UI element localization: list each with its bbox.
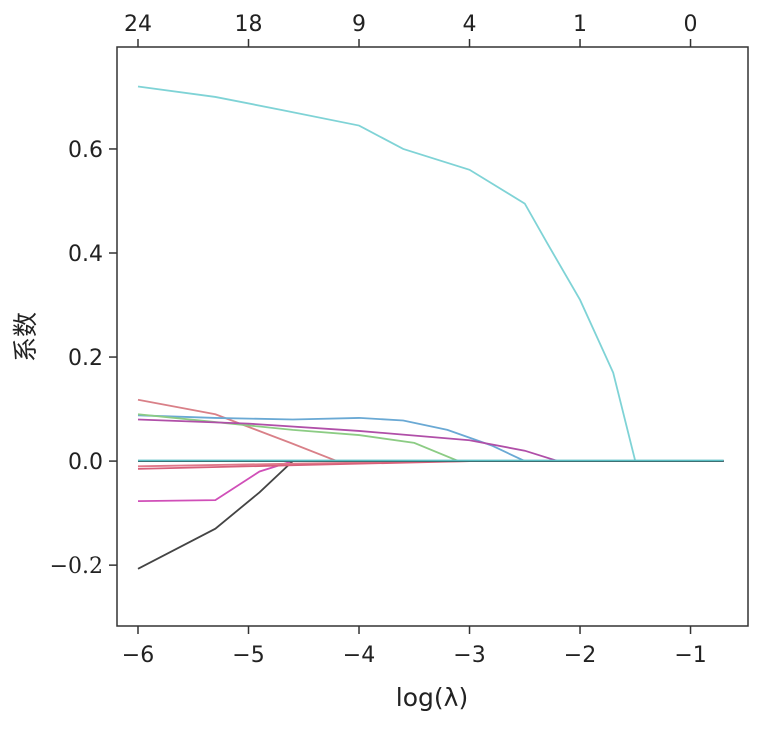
y-tick-label: −0.2: [50, 554, 103, 579]
plot-frame: [116, 46, 749, 627]
top-tick-label: 1: [573, 12, 587, 37]
x-axis: −6 −5 −4 −3 −2 −1: [122, 626, 707, 668]
x-tick-label: −1: [674, 643, 706, 668]
series-line-6: [137, 460, 724, 570]
x-axis-label: log(λ): [396, 683, 468, 712]
top-tick-label: 0: [684, 12, 698, 37]
top-tick-label: 24: [124, 12, 152, 37]
y-tick-label: 0.4: [68, 242, 103, 267]
series-lines: [137, 85, 724, 570]
y-axis: 0.6 0.4 0.2 0.0 −0.2: [50, 138, 117, 579]
y-tick-label: 0.2: [68, 346, 103, 371]
x-tick-label: −6: [122, 643, 154, 668]
x-tick-label: −5: [232, 643, 264, 668]
x-tick-label: −3: [453, 643, 485, 668]
series-line-1: [137, 398, 724, 462]
top-axis: 24 18 9 4 1 0: [124, 12, 698, 47]
top-tick-label: 4: [463, 12, 477, 37]
y-tick-label: 0.6: [68, 138, 103, 163]
x-tick-label: −4: [343, 643, 375, 668]
y-tick-label: 0.0: [68, 450, 103, 475]
series-line-2: [137, 414, 724, 462]
y-axis-label: 系数: [11, 312, 40, 362]
top-tick-label: 18: [235, 12, 263, 37]
series-line-0: [137, 85, 724, 462]
x-tick-label: −2: [564, 643, 596, 668]
top-tick-label: 9: [352, 12, 366, 37]
